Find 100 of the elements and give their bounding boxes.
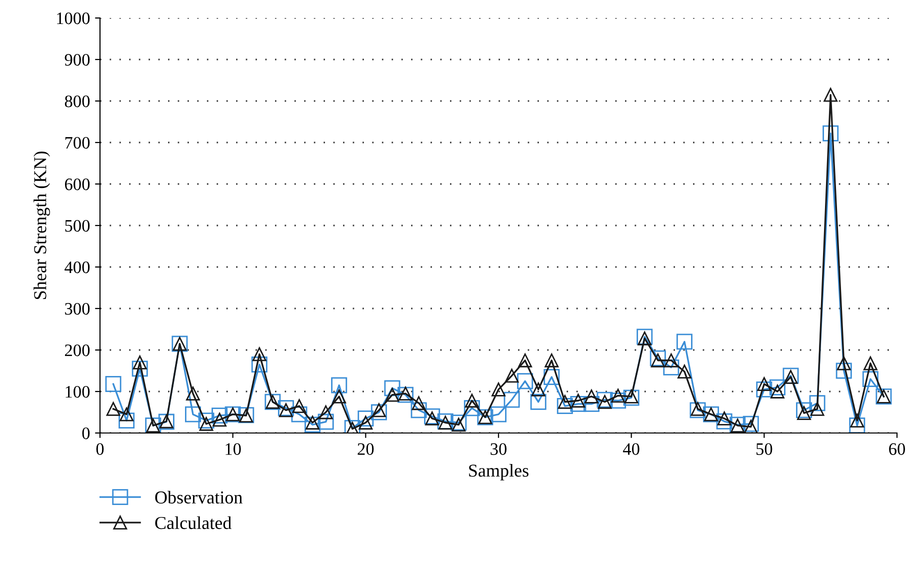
y-axis-title: Shear Strength (KN) (34, 152, 50, 300)
y-tick-label: 800 (64, 95, 90, 108)
point (862, 371, 878, 388)
point (384, 380, 400, 396)
point (385, 388, 400, 402)
point (544, 353, 559, 368)
point (106, 402, 120, 416)
point (596, 392, 613, 408)
point (611, 388, 625, 403)
point (556, 398, 573, 414)
x-tick-label: 40 (622, 443, 640, 455)
point (517, 373, 534, 390)
point (212, 412, 226, 427)
point (492, 382, 506, 396)
point (252, 347, 266, 362)
y-tick-label: 200 (65, 344, 90, 356)
x-tick-label: 50 (756, 443, 772, 455)
point (199, 416, 214, 431)
point (863, 356, 878, 370)
point (318, 414, 334, 430)
y-tick-label: 0 (82, 427, 90, 440)
point (822, 125, 839, 142)
point (184, 406, 201, 422)
point (810, 402, 824, 416)
point (412, 396, 426, 410)
point (504, 392, 520, 408)
point (464, 394, 479, 408)
point (584, 390, 598, 404)
point (757, 377, 772, 391)
point (292, 399, 306, 413)
point (291, 406, 308, 422)
point (118, 412, 135, 429)
x-tick-label: 60 (889, 443, 906, 455)
point (530, 394, 546, 410)
point (797, 406, 811, 420)
point (836, 356, 851, 370)
point (558, 394, 572, 409)
point (598, 394, 612, 409)
legend-label: Observation (155, 490, 242, 504)
point (717, 412, 732, 426)
point (849, 418, 866, 433)
point (650, 350, 666, 366)
y-tick-label: 300 (65, 302, 90, 315)
point (796, 402, 812, 418)
point (331, 377, 348, 394)
point (424, 408, 440, 424)
point (650, 353, 665, 368)
x-tick-label: 10 (226, 443, 241, 455)
y-tick-label: 700 (65, 136, 90, 149)
point (186, 386, 200, 401)
point (756, 381, 772, 398)
x-tick-label: 30 (490, 443, 507, 455)
x-axis-title: Samples (469, 464, 528, 480)
point (490, 406, 506, 422)
y-tick-label: 400 (64, 261, 90, 274)
y-tick-label: 900 (64, 54, 90, 66)
y-tick-label: 500 (65, 220, 90, 232)
point (678, 364, 692, 379)
point (358, 410, 374, 426)
point (464, 400, 480, 416)
y-tick-label: 600 (64, 178, 90, 190)
point (664, 353, 678, 368)
point (544, 368, 560, 385)
point (531, 382, 546, 396)
point (332, 390, 346, 404)
point (212, 408, 228, 424)
point (279, 403, 293, 418)
point (306, 416, 320, 430)
point (742, 416, 759, 432)
point (132, 360, 148, 377)
point (809, 395, 826, 412)
y-tick-label: 1000 (57, 12, 90, 24)
point (504, 368, 519, 383)
point (850, 414, 864, 428)
point (716, 413, 732, 430)
point (304, 416, 321, 433)
point (663, 359, 680, 376)
point (251, 356, 268, 373)
x-tick-label: 20 (358, 443, 374, 455)
point (425, 412, 440, 426)
point (358, 416, 373, 430)
point (610, 392, 626, 409)
point (132, 356, 147, 370)
point (571, 394, 586, 408)
point (410, 402, 427, 418)
x-tick-label: 0 (96, 443, 104, 455)
point (372, 403, 386, 418)
point (769, 379, 786, 396)
point (105, 376, 122, 392)
point (518, 353, 532, 368)
y-tick-label: 100 (66, 386, 90, 398)
point (824, 88, 838, 102)
point (318, 405, 333, 420)
point (570, 396, 586, 412)
point (836, 362, 852, 379)
point (770, 384, 784, 398)
point (676, 334, 692, 350)
point (120, 407, 134, 422)
point (198, 412, 214, 429)
legend-label: Calculated (155, 516, 232, 530)
